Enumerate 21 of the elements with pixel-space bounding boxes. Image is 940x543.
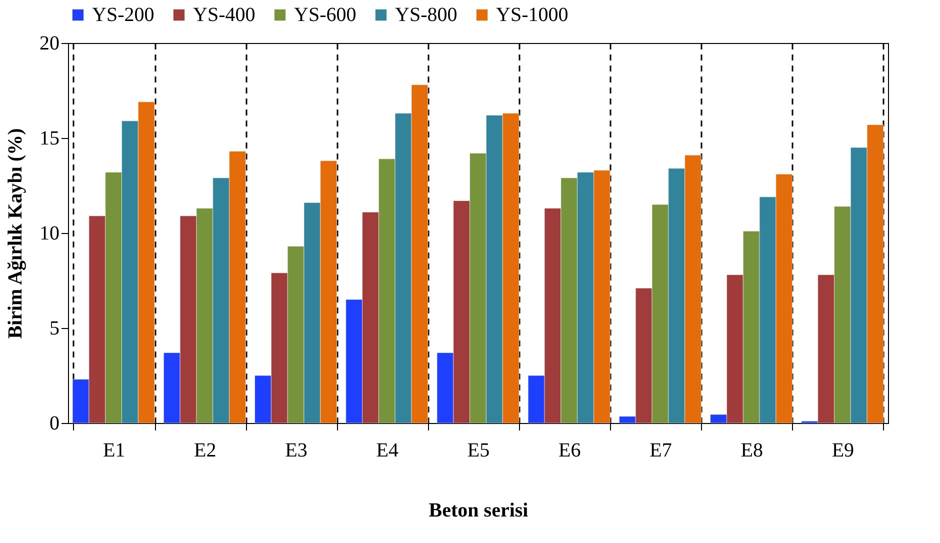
y-tick-label: 10 (40, 222, 60, 244)
x-tick-label: E6 (558, 440, 581, 462)
legend-label: YS-600 (294, 4, 356, 26)
x-tick-label: E5 (467, 440, 490, 462)
legend-label: YS-200 (92, 4, 154, 26)
y-tick-label: 0 (50, 412, 60, 434)
x-tick-label: E4 (376, 440, 398, 462)
y-tick-label: 15 (40, 128, 60, 150)
legend-label: YS-800 (395, 4, 458, 26)
x-tick-label: E3 (285, 440, 308, 462)
x-axis-title: Beton serisi (428, 500, 529, 522)
x-tick-label: E1 (102, 440, 126, 462)
legend-label: YS-1000 (496, 4, 568, 26)
x-tick-label: E9 (832, 440, 854, 462)
y-tick-label: 20 (40, 32, 60, 54)
y-axis-title: Birim Ağırlık Kaybı (%) (4, 128, 26, 339)
legend-label: YS-400 (193, 4, 256, 26)
x-tick-label: E7 (650, 440, 672, 462)
x-tick-label: E2 (194, 440, 216, 462)
x-tick-label: E8 (740, 440, 763, 462)
y-tick-label: 5 (50, 318, 60, 340)
